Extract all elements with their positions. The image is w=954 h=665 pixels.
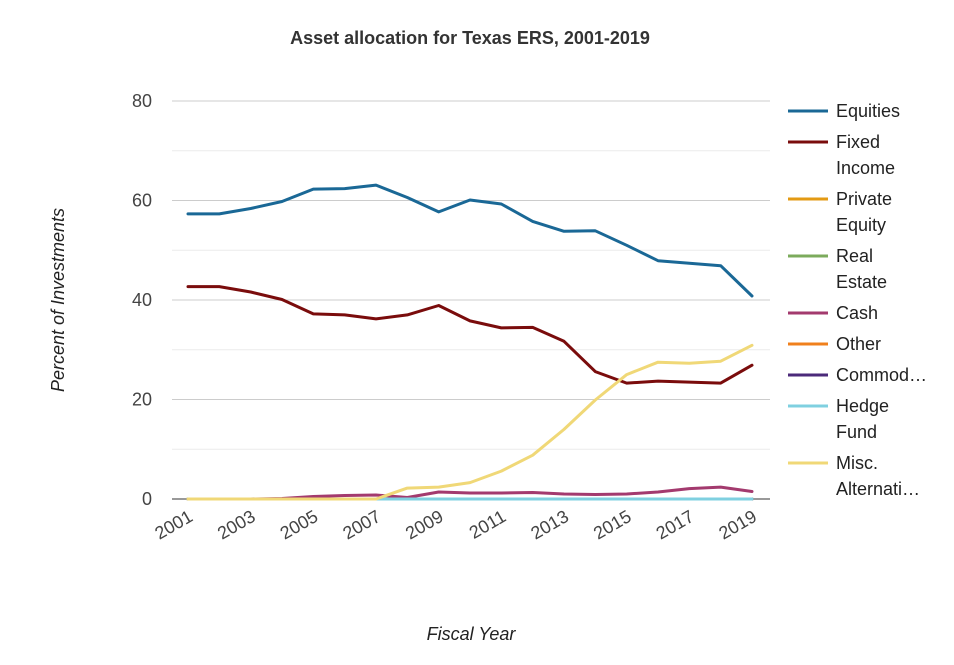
series-lines <box>186 183 754 501</box>
legend-label-misc-alternati: Alternati… <box>836 479 920 499</box>
series-line-fixed-income <box>186 285 754 385</box>
y-tick-label: 0 <box>142 489 152 509</box>
legend-label-hedge-fund: Hedge <box>836 396 889 416</box>
grid <box>172 100 770 500</box>
x-tick-label: 2011 <box>466 506 510 543</box>
y-tick-label: 60 <box>132 191 152 211</box>
x-tick-label: 2001 <box>151 506 196 543</box>
legend-label-fixed-income: Income <box>836 158 895 178</box>
legend-label-private-equity: Private <box>836 189 892 209</box>
x-tick-label: 2005 <box>277 506 322 543</box>
legend-label-real-estate: Real <box>836 246 873 266</box>
legend-label-commod: Commod… <box>836 365 927 385</box>
y-tick-label: 20 <box>132 390 152 410</box>
y-tick-label: 80 <box>132 91 152 111</box>
chart-title: Asset allocation for Texas ERS, 2001-201… <box>290 28 650 48</box>
y-axis-title: Percent of Investments <box>48 208 68 392</box>
legend-label-cash: Cash <box>836 303 878 323</box>
series-line-equities <box>186 183 754 298</box>
legend-label-misc-alternati: Misc. <box>836 453 878 473</box>
x-axis-title: Fiscal Year <box>427 624 517 644</box>
legend-label-real-estate: Estate <box>836 272 887 292</box>
legend-label-equities: Equities <box>836 101 900 121</box>
legend-label-private-equity: Equity <box>836 215 886 235</box>
x-tick-label: 2003 <box>214 506 259 543</box>
series-line-misc-alternati <box>186 343 754 501</box>
x-tick-label: 2017 <box>653 506 698 543</box>
series-line-cash <box>186 485 754 501</box>
x-tick-label: 2013 <box>527 506 572 543</box>
x-tick-label: 2009 <box>402 506 447 543</box>
legend-label-other: Other <box>836 334 881 354</box>
x-axis-ticks: 2001 2003 2005 2007 2009 2011 2013 2015 2017 2019 <box>151 506 760 543</box>
y-tick-label: 40 <box>132 290 152 310</box>
legend: Equities Fixed Income Private Equity Real Esta… <box>788 101 927 499</box>
legend-label-hedge-fund: Fund <box>836 422 877 442</box>
x-tick-label: 2019 <box>715 506 760 543</box>
x-tick-label: 2015 <box>590 506 635 543</box>
legend-label-fixed-income: Fixed <box>836 132 880 152</box>
x-tick-label: 2007 <box>339 506 384 543</box>
y-axis-ticks: 0 20 40 60 80 <box>132 91 152 509</box>
